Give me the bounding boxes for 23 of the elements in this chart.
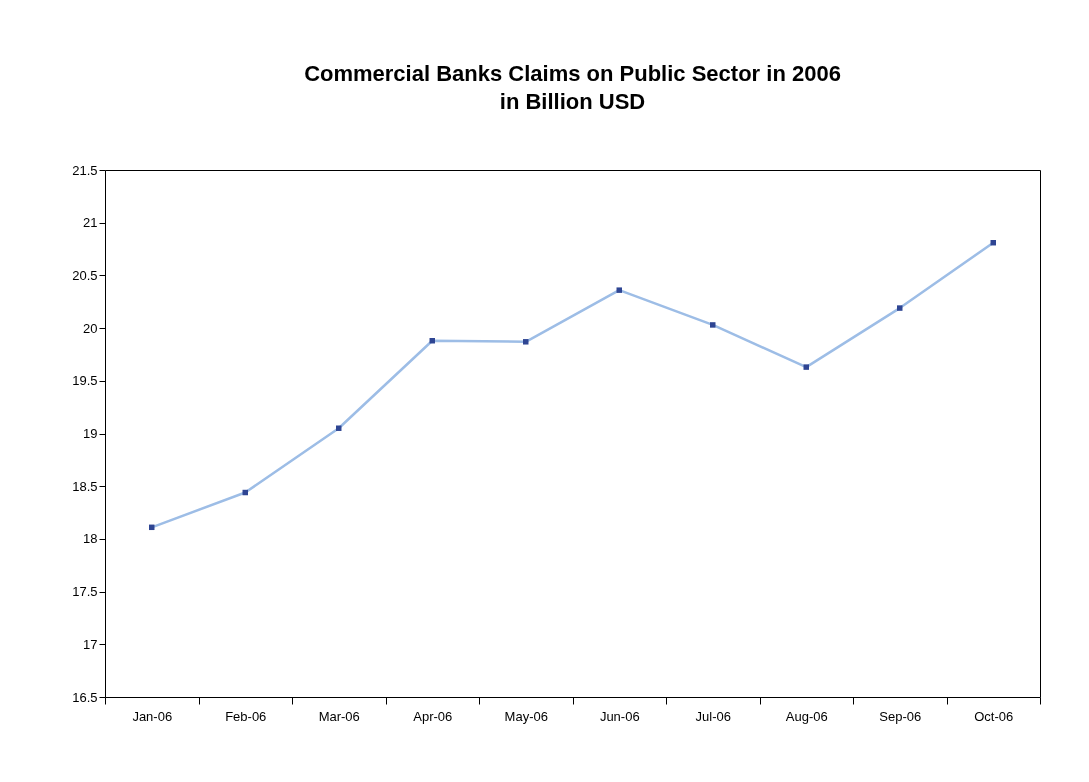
x-tick-label: Jul-06: [695, 708, 731, 724]
y-tick-label: 19: [83, 426, 98, 441]
y-tick-label: 20.5: [72, 267, 98, 283]
x-tick-label: Oct-06: [974, 708, 1014, 724]
y-tick-label: 21: [83, 215, 98, 231]
y-tick-label: 17: [83, 636, 98, 652]
y-tick-label: 19.5: [72, 373, 98, 389]
x-tick-label: Jun-06: [599, 708, 640, 724]
y-tick-label: 17.5: [72, 584, 98, 600]
y-tick-label: 18.5: [72, 478, 98, 494]
x-tick-label: Feb-06: [225, 708, 267, 724]
chart-subtitle: in Billion USD: [499, 89, 646, 114]
x-tick-label: Sep-06: [879, 708, 922, 724]
chart-title: Commercial Banks Claims on Public Sector in 2006: [304, 61, 841, 86]
x-tick-label: Jan-06: [132, 708, 173, 724]
x-tick-label: Aug-06: [785, 708, 828, 724]
y-tick-label: 16.5: [72, 689, 98, 705]
x-tick-label: Apr-06: [413, 708, 453, 724]
y-tick-label: 18: [83, 531, 98, 547]
x-tick-label: Mar-06: [318, 708, 360, 724]
y-tick-label: 21.5: [72, 162, 98, 178]
y-tick-label: 20: [83, 320, 98, 336]
x-tick-label: May-06: [504, 708, 548, 724]
